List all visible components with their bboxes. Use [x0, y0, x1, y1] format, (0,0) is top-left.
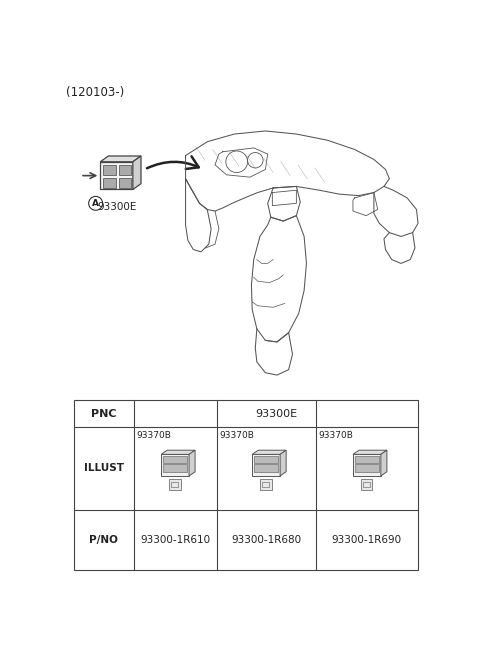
Polygon shape	[100, 162, 133, 189]
Polygon shape	[254, 456, 278, 463]
Polygon shape	[280, 450, 286, 476]
Text: P/NO: P/NO	[89, 535, 118, 545]
Polygon shape	[252, 455, 280, 476]
Polygon shape	[119, 178, 131, 189]
Text: 93300-1R680: 93300-1R680	[231, 535, 301, 545]
Circle shape	[89, 196, 103, 210]
Polygon shape	[163, 456, 187, 463]
Polygon shape	[103, 164, 116, 175]
Text: A: A	[92, 199, 99, 208]
Polygon shape	[355, 464, 379, 472]
Polygon shape	[169, 479, 180, 490]
Polygon shape	[353, 450, 387, 455]
Text: 93300-1R610: 93300-1R610	[140, 535, 210, 545]
Text: (120103-): (120103-)	[66, 86, 124, 100]
Polygon shape	[133, 156, 141, 189]
Text: ILLUST: ILLUST	[84, 463, 124, 473]
Polygon shape	[100, 156, 141, 162]
Polygon shape	[119, 164, 131, 175]
Polygon shape	[161, 455, 189, 476]
Polygon shape	[254, 464, 278, 472]
Polygon shape	[252, 450, 286, 455]
Polygon shape	[353, 455, 381, 476]
Text: 93370B: 93370B	[137, 431, 172, 440]
Polygon shape	[163, 464, 187, 472]
Polygon shape	[103, 178, 116, 189]
FancyArrowPatch shape	[147, 157, 199, 169]
Polygon shape	[381, 450, 387, 476]
Text: 93300-1R690: 93300-1R690	[332, 535, 402, 545]
Text: PNC: PNC	[91, 409, 117, 419]
Text: 93300E: 93300E	[97, 202, 136, 212]
Text: 93370B: 93370B	[319, 431, 354, 440]
Polygon shape	[361, 479, 372, 490]
Polygon shape	[161, 450, 195, 455]
Text: 93370B: 93370B	[220, 431, 254, 440]
Text: 93300E: 93300E	[255, 409, 297, 419]
Polygon shape	[260, 479, 272, 490]
Polygon shape	[189, 450, 195, 476]
Polygon shape	[355, 456, 379, 463]
